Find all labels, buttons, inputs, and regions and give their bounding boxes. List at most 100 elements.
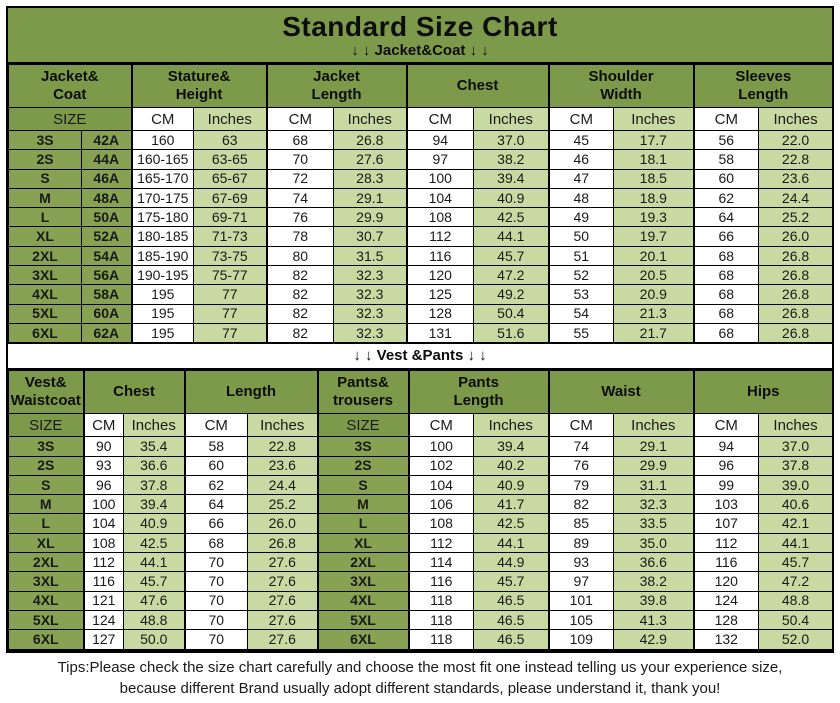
size-cell: 31.1	[612, 474, 695, 496]
size-cell: 47.2	[473, 265, 550, 286]
size-cell: 75-77	[193, 265, 268, 286]
size-cell: 50A	[80, 207, 133, 228]
size-cell: 29.1	[333, 187, 408, 209]
size-cell: 54	[547, 303, 615, 324]
size-row: L 50A 175-180 69-71 76 29.9 108 42.5 49 19.3 64 25.…	[8, 207, 834, 228]
size-cell: 108	[82, 532, 124, 554]
size-cell: 4XL	[316, 590, 409, 611]
size-cell: 94	[405, 129, 475, 151]
size-cell: 44.1	[123, 552, 185, 573]
size-cell: 26.8	[758, 303, 834, 324]
size-cell: 82	[265, 284, 335, 305]
size-row: 5XL 60A 195 77 82 32.3 128 50.4 54 21.3 68 26.8	[8, 303, 834, 324]
size-cell: 45.7	[473, 571, 549, 592]
tips-text: Tips:Please check the size chart careful…	[0, 653, 840, 699]
size-cell: 90	[82, 436, 124, 457]
size-cell: S	[8, 474, 84, 496]
size-cell: 35.0	[612, 532, 695, 554]
size-cell: 51.6	[473, 322, 550, 344]
size-cell: 68	[265, 129, 335, 151]
size-cell: 79	[547, 474, 614, 496]
col-group-chest: Chest	[82, 370, 185, 415]
size-cell: 71-73	[193, 226, 268, 247]
size-cell: 100	[82, 494, 124, 515]
inches-header: Inches	[758, 107, 834, 131]
size-cell: 39.4	[123, 494, 185, 515]
col-group-jacket-length: Jacket Length	[265, 64, 408, 108]
size-cell: 114	[407, 552, 474, 573]
size-row: 2XL 112 44.1 70 27.6 2XL 114 44.9 93 36.6 116 45.7	[8, 552, 834, 573]
size-cell: 70	[183, 629, 248, 651]
size-cell: 48	[547, 187, 615, 209]
size-cell: 128	[405, 303, 475, 324]
size-cell: 96	[692, 455, 760, 476]
size-cell: 72	[265, 168, 335, 189]
size-cell: 46.5	[473, 629, 549, 651]
size-cell: 108	[407, 513, 474, 534]
size-cell: 45.7	[123, 571, 185, 592]
size-cell: 64	[183, 494, 248, 515]
size-cell: 3S	[8, 436, 84, 457]
size-cell: XL	[316, 532, 409, 554]
size-cell: 3XL	[8, 571, 84, 592]
col-group-waist: Waist	[547, 370, 695, 415]
size-cell: 32.3	[333, 265, 408, 286]
size-cell: 73-75	[193, 245, 268, 267]
size-cell: 82	[265, 265, 335, 286]
size-cell: 39.4	[473, 168, 550, 189]
size-cell: 160	[130, 129, 195, 151]
size-cell: 112	[405, 226, 475, 247]
size-cell: 20.9	[613, 284, 695, 305]
size-cell: 108	[405, 207, 475, 228]
size-cell: 77	[193, 284, 268, 305]
size-cell: 63-65	[193, 149, 268, 170]
size-cell: 56	[692, 129, 760, 151]
size-cell: 93	[82, 455, 124, 476]
size-cell: XL	[8, 226, 82, 247]
size-cell: 3XL	[8, 265, 82, 286]
size-cell: 70	[265, 149, 335, 170]
size-cell: 116	[692, 552, 760, 573]
size-cell: 70	[183, 590, 248, 611]
size-cell: 70	[183, 552, 248, 573]
cm-header: CM	[547, 413, 614, 438]
size-cell: 41.7	[473, 494, 549, 515]
inches-header: Inches	[333, 107, 408, 131]
size-cell: 44.1	[758, 532, 834, 554]
size-row: 6XL 127 50.0 70 27.6 6XL 118 46.5 109 42.9 132 52.0	[8, 629, 834, 651]
cm-header: CM	[82, 413, 124, 438]
size-cell: 94	[692, 436, 760, 457]
size-cell: 6XL	[8, 322, 82, 344]
size-cell: 37.8	[758, 455, 834, 476]
inches-header: Inches	[193, 107, 268, 131]
size-cell: 97	[547, 571, 614, 592]
size-cell: 39.4	[473, 436, 549, 457]
size-cell: 2S	[316, 455, 409, 476]
size-cell: 26.8	[758, 322, 834, 344]
size-cell: L	[8, 513, 84, 534]
size-cell: 45	[547, 129, 615, 151]
size-row: XL 108 42.5 68 26.8 XL 112 44.1 89 35.0 112 44.1	[8, 532, 834, 554]
size-row: XL 52A 180-185 71-73 78 30.7 112 44.1 50 19.7 66 26…	[8, 226, 834, 247]
unit-header-row: SIZE CM Inches CM Inches CM Inches CM In…	[7, 107, 834, 131]
size-cell: 41.3	[612, 609, 695, 631]
size-cell: 48.8	[758, 590, 834, 611]
size-cell: 118	[407, 629, 474, 651]
size-cell: 116	[407, 571, 474, 592]
size-cell: 131	[405, 322, 475, 344]
size-cell: 74	[265, 187, 335, 209]
size-cell: 118	[407, 609, 474, 631]
size-cell: 3XL	[316, 571, 409, 592]
size-cell: 26.8	[247, 532, 318, 554]
size-cell: 32.3	[612, 494, 695, 515]
size-cell: 27.6	[247, 609, 318, 631]
jacket-coat-table: Jacket& Coat Stature& Height Jacket Leng…	[7, 64, 834, 345]
size-cell: 64	[692, 207, 760, 228]
size-cell: 89	[547, 532, 614, 554]
group-header-row: Vest& Waistcoat Chest Length Pants& trou…	[8, 370, 834, 415]
size-cell: 77	[193, 303, 268, 324]
size-cell: S	[8, 168, 82, 189]
size-cell: 4XL	[8, 590, 84, 611]
size-cell: 26.0	[758, 226, 834, 247]
size-cell: 44.1	[473, 226, 550, 247]
